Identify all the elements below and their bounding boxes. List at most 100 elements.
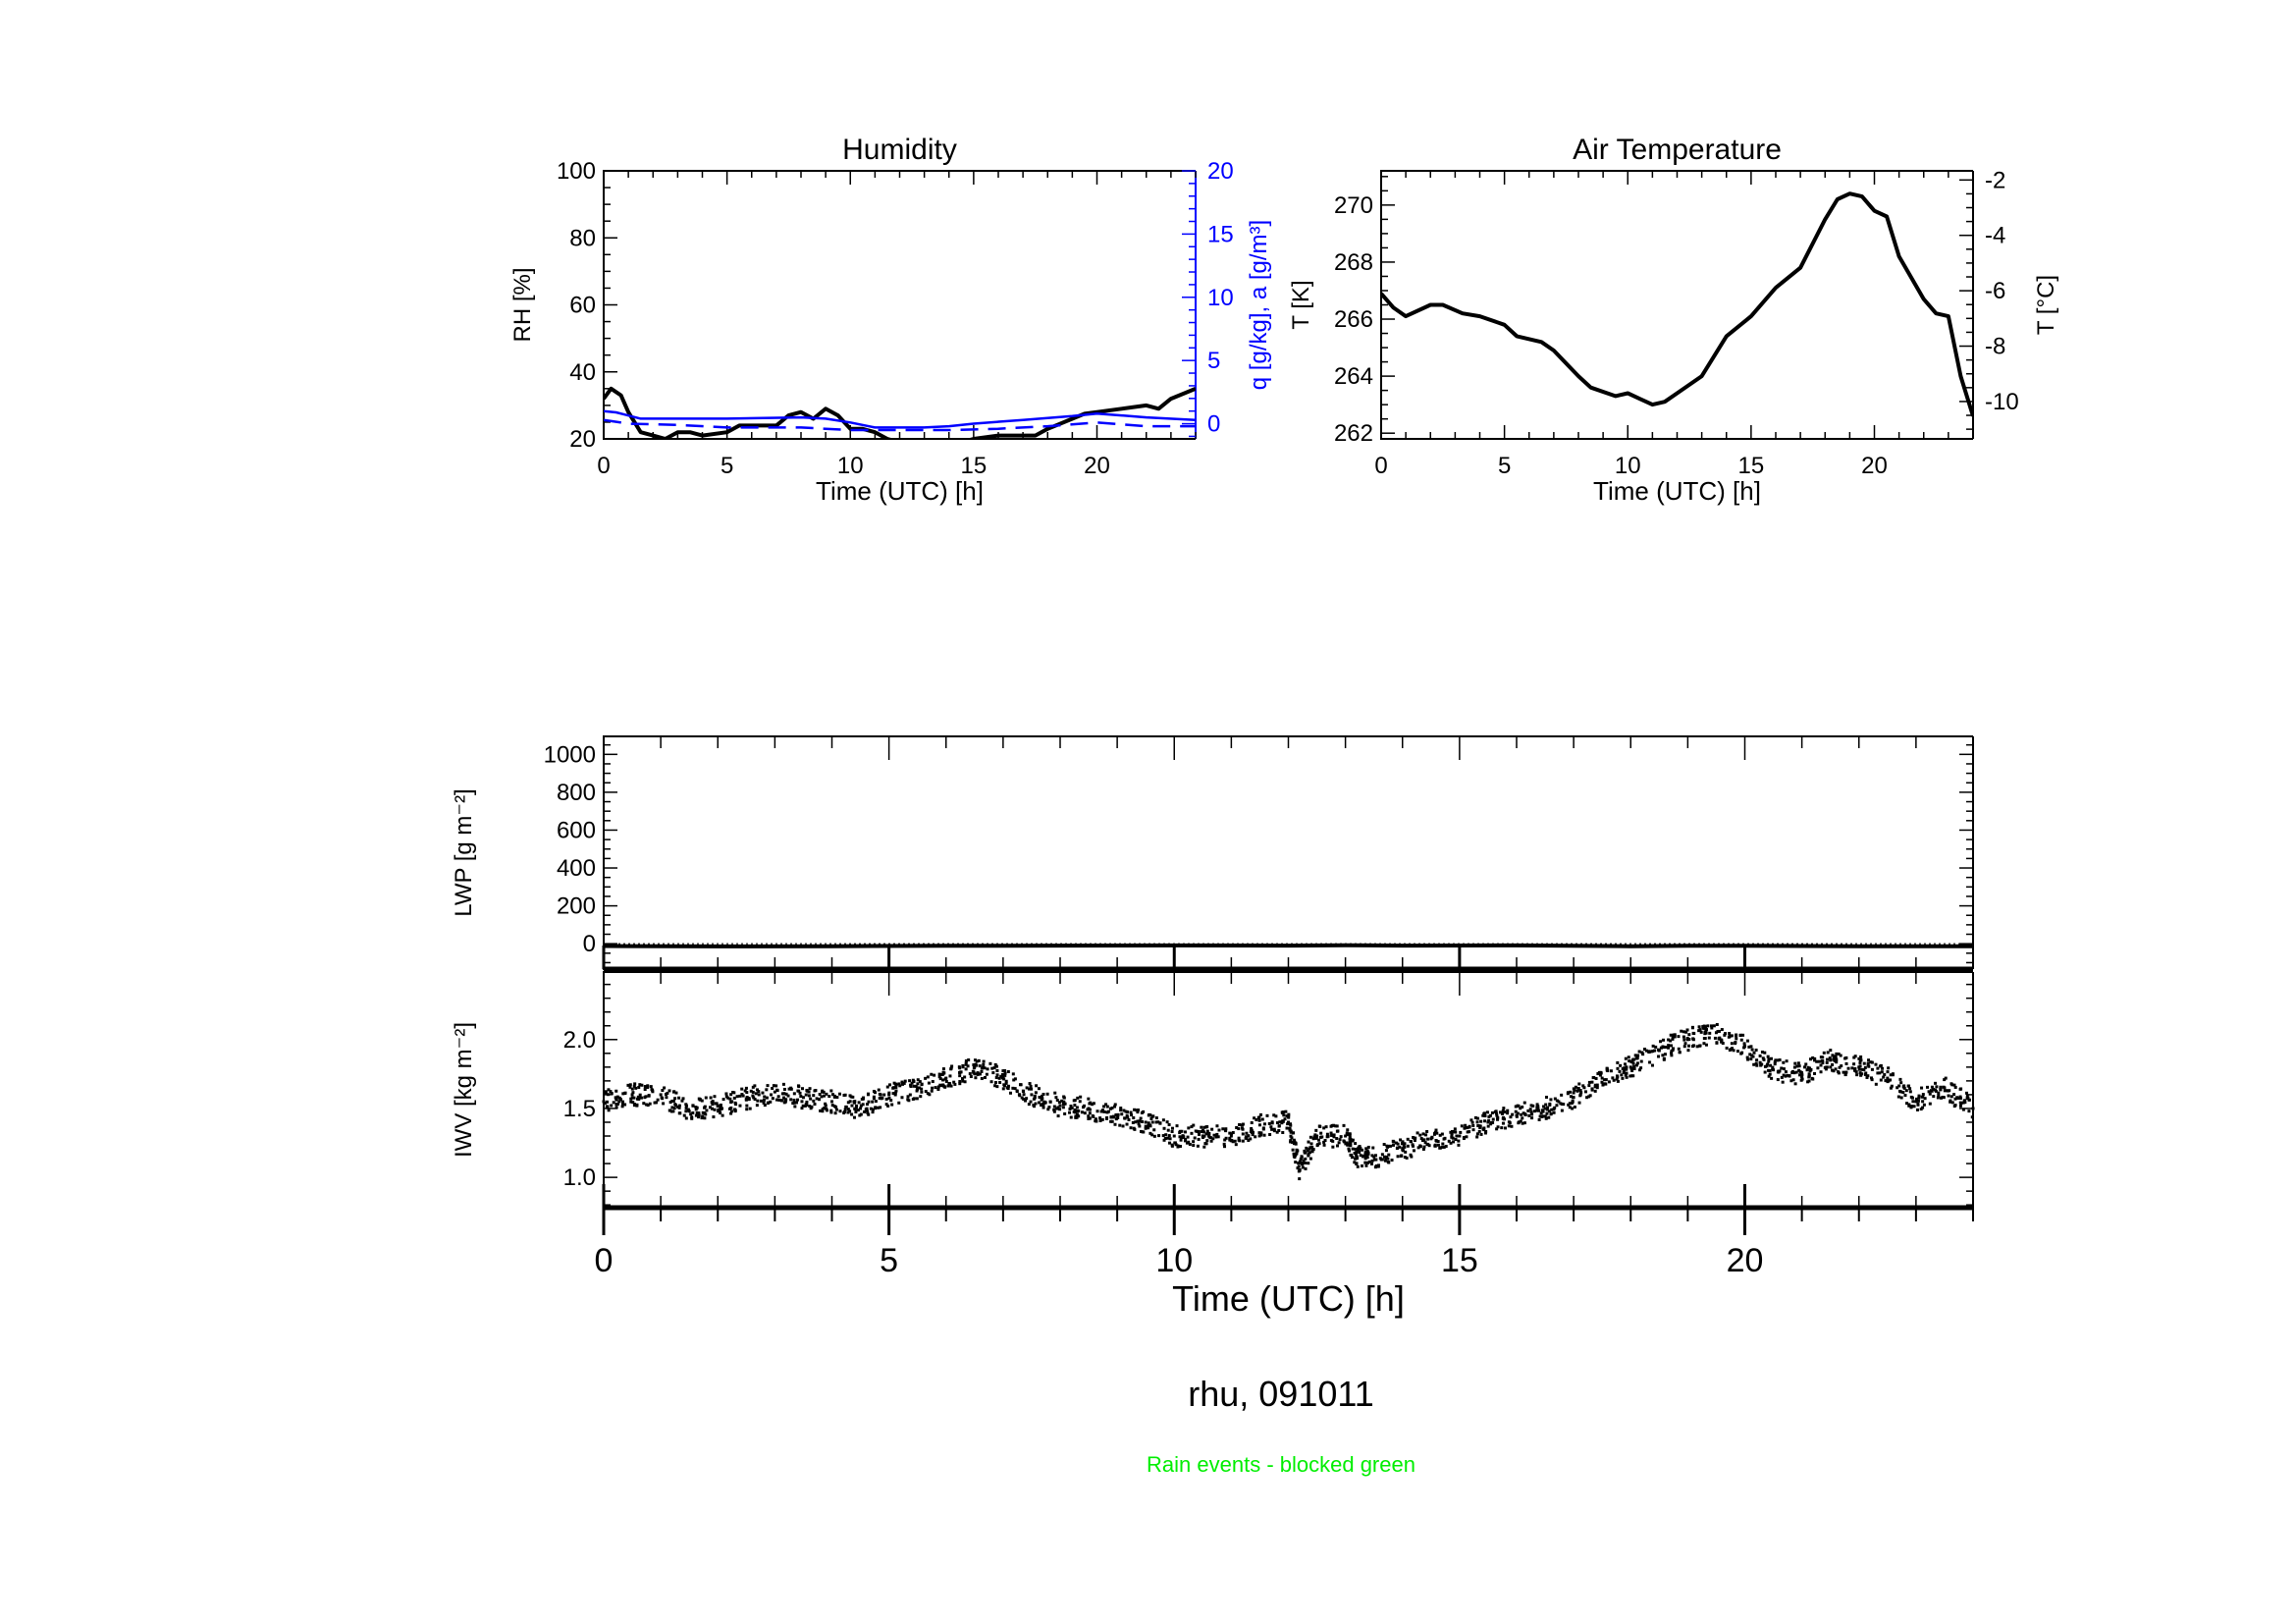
data-point-sample: [1215, 1124, 1219, 1128]
data-point-sample: [697, 1113, 701, 1117]
data-point-sample: [1788, 1074, 1791, 1078]
data-point-sample: [1522, 1121, 1526, 1125]
data-point-sample: [1528, 1108, 1532, 1111]
data-point-sample: [1364, 1163, 1368, 1167]
data-point-sample: [747, 1097, 751, 1101]
data-point-sample: [1598, 1073, 1602, 1077]
data-point-sample: [648, 1102, 652, 1106]
data-point-sample: [948, 1082, 952, 1086]
data-point-sample: [1313, 1133, 1317, 1137]
data-point-sample: [1187, 1126, 1191, 1130]
data-point-sample: [684, 1109, 688, 1113]
data-point-sample: [606, 1105, 610, 1109]
data-point-sample: [670, 1099, 674, 1103]
data-point-sample: [1387, 1153, 1391, 1157]
data-point-sample: [1006, 1087, 1010, 1091]
data-point-sample: [1836, 1070, 1840, 1074]
data-point-sample: [621, 1103, 625, 1107]
data-point-sample: [821, 1109, 825, 1113]
data-point-sample: [982, 1059, 986, 1063]
data-point-sample: [637, 1085, 641, 1089]
data-point-sample: [1797, 1064, 1801, 1068]
data-point-sample: [1763, 1064, 1767, 1068]
data-point-sample: [1850, 1066, 1854, 1070]
data-point-sample: [1619, 1063, 1623, 1067]
data-point: [973, 1065, 977, 1069]
data-point-sample: [1915, 1097, 1919, 1101]
data-point-sample: [937, 1072, 941, 1076]
data-point-sample: [1575, 1089, 1579, 1093]
data-point-sample: [1821, 1061, 1825, 1065]
data-point-sample: [640, 1083, 644, 1087]
data-point-sample: [1177, 1144, 1181, 1148]
data-point-sample: [1088, 1108, 1092, 1111]
data-point-sample: [1578, 1093, 1582, 1097]
data-point-sample: [1000, 1073, 1004, 1077]
data-point-sample: [824, 1102, 828, 1106]
data-point-sample: [1691, 1037, 1695, 1041]
data-point-sample: [1935, 1085, 1939, 1089]
series-line-0: [1381, 191, 1973, 417]
data-point-sample: [800, 1107, 804, 1110]
data-point-sample: [1697, 1025, 1701, 1029]
data-point-sample: [1647, 1050, 1651, 1054]
data-point-sample: [755, 1104, 759, 1108]
data-point-sample: [668, 1109, 672, 1112]
data-point-sample: [762, 1101, 766, 1105]
data-point-sample: [1455, 1134, 1459, 1138]
data-point-sample: [1624, 1056, 1628, 1060]
data-point-sample: [745, 1091, 749, 1095]
data-point-sample: [765, 1088, 769, 1092]
data-point-sample: [1835, 1057, 1839, 1061]
data-point-sample: [1403, 1142, 1407, 1146]
data-point-sample: [632, 1084, 636, 1088]
data-point-sample: [1385, 1144, 1389, 1148]
data-point-sample: [1612, 1078, 1616, 1082]
data-point-sample: [1092, 1102, 1095, 1106]
data-point-sample: [1402, 1149, 1406, 1153]
data-point-sample: [1635, 1056, 1639, 1060]
data-point-sample: [871, 1108, 875, 1111]
data-point-sample: [1167, 1122, 1171, 1126]
data-point-sample: [1769, 1056, 1773, 1060]
data-point-sample: [690, 1115, 694, 1119]
data-point-sample: [1530, 1116, 1534, 1120]
data-point-sample: [1549, 1111, 1553, 1115]
data-point-sample: [1496, 1117, 1500, 1121]
data-point-sample: [1006, 1070, 1010, 1074]
data-point-sample: [1604, 1082, 1608, 1086]
data-point-sample: [787, 1087, 791, 1091]
data-point-sample: [1354, 1147, 1358, 1151]
data-point-sample: [930, 1072, 934, 1076]
data-point-sample: [1953, 1097, 1957, 1101]
data-point-sample: [1082, 1106, 1086, 1109]
data-point-sample: [1069, 1105, 1073, 1109]
data-point-sample: [916, 1078, 920, 1082]
data-point-sample: [653, 1101, 657, 1105]
data-point-sample: [946, 1084, 950, 1088]
data-point-sample: [991, 1071, 995, 1075]
data-point-sample: [1958, 1097, 1962, 1101]
data-point-sample: [1454, 1130, 1458, 1134]
data-point-sample: [695, 1111, 699, 1115]
data-point-sample: [1214, 1133, 1218, 1137]
y2-tick-label: -2: [1985, 167, 2005, 193]
data-point: [887, 1093, 891, 1097]
data-point-sample: [700, 1116, 704, 1120]
data-point-sample: [821, 1108, 825, 1111]
data-point-sample: [755, 1088, 759, 1092]
data-point-sample: [848, 1100, 852, 1104]
data-point-sample: [814, 1089, 818, 1093]
data-point-sample: [1865, 1075, 1869, 1079]
data-point-sample: [998, 1080, 1002, 1084]
data-point-sample: [1150, 1120, 1154, 1124]
series-line-1: [604, 409, 1196, 429]
lwp-panel: [602, 735, 1974, 972]
data-point-sample: [1899, 1081, 1903, 1085]
data-point-sample: [1947, 1089, 1950, 1093]
data-point-sample: [731, 1090, 735, 1094]
data-point-sample: [1136, 1110, 1140, 1114]
data-point-sample: [808, 1087, 812, 1091]
data-point-sample: [1883, 1073, 1887, 1077]
data-point-sample: [843, 1108, 847, 1111]
